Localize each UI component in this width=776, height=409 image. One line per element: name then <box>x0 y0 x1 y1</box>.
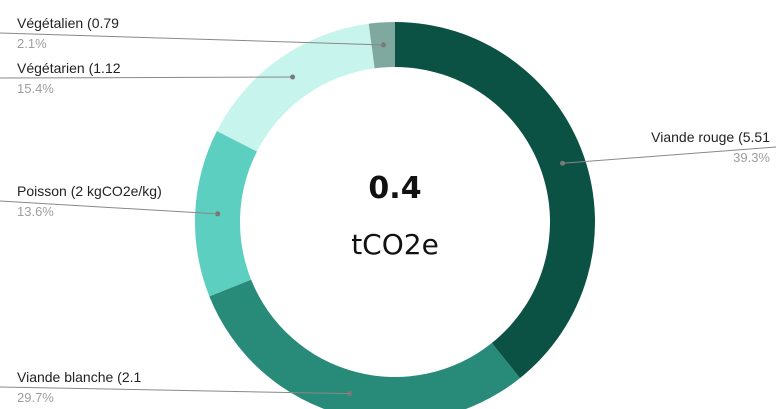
leader-line-poisson <box>0 200 218 215</box>
label-vegetalien: Végétalien (0.79 <box>17 15 119 31</box>
center-unit: tCO2e <box>351 228 439 261</box>
leader-line-viande-rouge <box>562 146 776 164</box>
label-viande-blanche: Viande blanche (2.1 <box>17 369 141 385</box>
slice-viande-blanche[interactable] <box>209 279 520 409</box>
donut-slices <box>194 22 595 409</box>
percent-viande-blanche: 29.7% <box>17 390 54 405</box>
center-value: 0.4 <box>368 171 421 206</box>
label-vegetarien: Végétarien (1.12 <box>17 60 121 76</box>
slice-poisson[interactable] <box>194 131 257 297</box>
slice-labels: Viande rouge (5.51 39.3% Viande blanche (2… <box>17 15 770 405</box>
leader-lines <box>0 32 776 397</box>
leader-line-vegetarien <box>0 76 293 79</box>
leader-line-vegetalien <box>0 32 384 46</box>
percent-viande-rouge: 39.3% <box>733 150 770 165</box>
leader-line-viande-blanche <box>0 386 350 395</box>
percent-vegetarien: 15.4% <box>17 81 54 96</box>
slice-vegetarien[interactable] <box>216 23 375 152</box>
label-viande-rouge: Viande rouge (5.51 <box>651 129 770 145</box>
percent-vegetalien: 2.1% <box>17 36 47 51</box>
label-poisson: Poisson (2 kgCO2e/kg) <box>17 183 162 199</box>
percent-poisson: 13.6% <box>17 204 54 219</box>
slice-viande-rouge[interactable] <box>395 22 595 379</box>
